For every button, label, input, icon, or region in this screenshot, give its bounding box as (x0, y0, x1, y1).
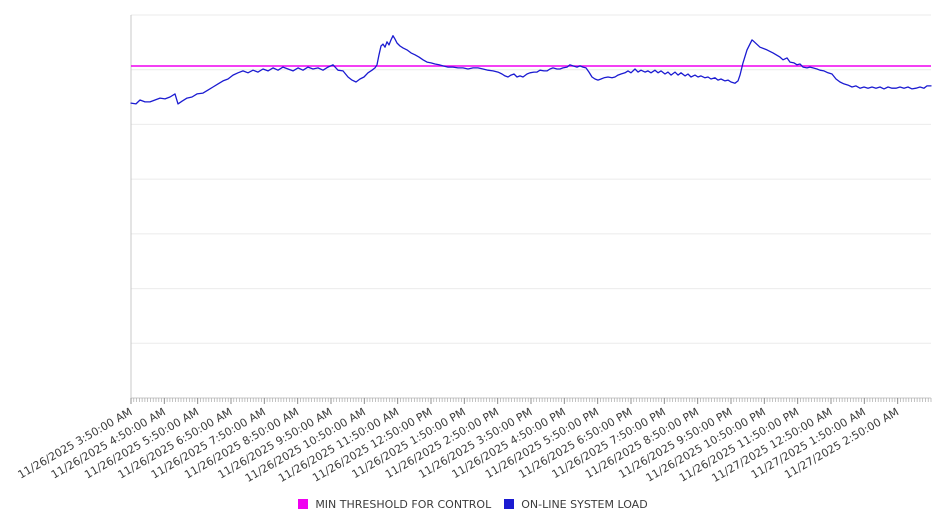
legend-label-min-threshold: MIN THRESHOLD FOR CONTROL (315, 497, 492, 511)
legend-swatch-online-system-load-icon (504, 499, 515, 509)
legend: MIN THRESHOLD FOR CONTROL ON-LINE SYSTEM… (0, 495, 946, 513)
legend-swatch-min-threshold-icon (298, 499, 309, 509)
legend-item-online-system-load: ON-LINE SYSTEM LOAD (504, 497, 648, 511)
online-system-load-line (130, 35, 932, 105)
legend-label-online-system-load: ON-LINE SYSTEM LOAD (521, 497, 648, 511)
legend-item-min-threshold: MIN THRESHOLD FOR CONTROL (298, 498, 491, 511)
